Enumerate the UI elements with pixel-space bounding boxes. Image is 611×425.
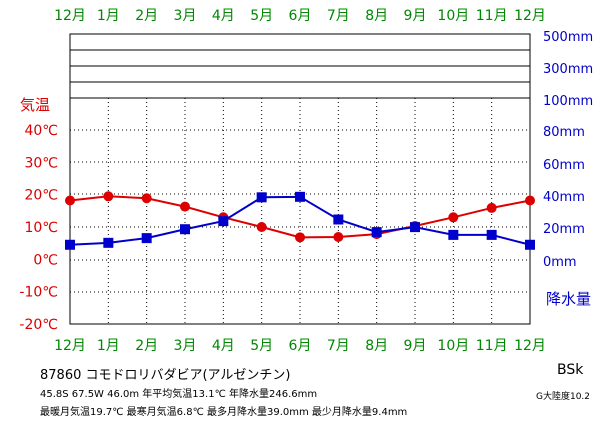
climate-summary-line-1: 45.8S 67.5W 46.0m 年平均気温13.1℃ 年降水量246.6mm xyxy=(40,389,318,400)
month-label-bottom: 8月 xyxy=(365,338,388,354)
temperature-point xyxy=(486,202,497,213)
precipitation-point xyxy=(333,214,344,225)
month-label-bottom: 7月 xyxy=(327,338,350,354)
precipitation-point xyxy=(295,191,305,202)
month-label-bottom: 5月 xyxy=(250,338,273,354)
precipitation-tick-label: 300mm xyxy=(543,62,593,77)
precipitation-axis-ticks: 500mm 300mm 100mm 80mm 60mm 40mm 20mm 0mm xyxy=(543,30,593,270)
temperature-point xyxy=(141,193,152,204)
temperature-tick-label: 10℃ xyxy=(24,220,58,236)
temperature-tick-label: 30℃ xyxy=(24,155,58,171)
temperature-point xyxy=(448,212,459,223)
temperature-tick-label: -10℃ xyxy=(19,285,58,301)
temperature-point xyxy=(295,232,305,243)
month-label-bottom: 1月 xyxy=(97,338,120,354)
precipitation-point xyxy=(218,216,229,227)
precipitation-point xyxy=(180,224,190,235)
temperature-point xyxy=(65,195,75,206)
month-label-top: 8月 xyxy=(365,8,388,24)
temperature-point xyxy=(103,191,114,202)
precipitation-point xyxy=(448,229,459,240)
month-label-top: 6月 xyxy=(289,8,312,24)
temperature-point xyxy=(256,222,267,232)
precipitation-point xyxy=(65,239,75,250)
station-name: 87860 コモドロリバダビア(アルゼンチン) xyxy=(40,368,291,383)
month-label-top: 3月 xyxy=(174,8,197,24)
precipitation-tick-label: 0mm xyxy=(543,255,577,270)
month-label-bottom: 11月 xyxy=(476,338,508,354)
temperature-point xyxy=(180,201,190,212)
month-labels-bottom: 12月 1月 2月 3月 4月 5月 6月 7月 8月 9月 10月 11月 12月 xyxy=(54,338,546,354)
temperature-tick-label: 40℃ xyxy=(24,123,58,139)
precipitation-point xyxy=(371,227,382,238)
precipitation-tick-label: 20mm xyxy=(543,222,585,237)
precipitation-tick-label: 500mm xyxy=(543,30,593,45)
precipitation-point xyxy=(410,222,420,233)
month-label-top: 1月 xyxy=(97,8,120,24)
month-label-top: 4月 xyxy=(212,8,235,24)
month-label-top: 9月 xyxy=(404,8,427,24)
month-label-top: 7月 xyxy=(327,8,350,24)
temperature-tick-label: 0℃ xyxy=(33,252,58,268)
plot-border xyxy=(69,33,531,325)
month-label-bottom: 2月 xyxy=(135,338,158,354)
chart-grid xyxy=(69,33,531,325)
temperature-point xyxy=(525,195,535,206)
chart-series xyxy=(65,191,535,250)
month-label-bottom: 12月 xyxy=(54,338,86,354)
month-label-top: 11月 xyxy=(476,8,508,24)
month-labels-top: 12月 1月 2月 3月 4月 5月 6月 7月 8月 9月 10月 11月 12月 xyxy=(54,8,546,24)
climate-classification-code: BSk xyxy=(557,362,584,378)
temperature-axis-ticks: 40℃ 30℃ 20℃ 10℃ 0℃ -10℃ -20℃ xyxy=(19,123,58,333)
precipitation-point xyxy=(525,239,535,250)
month-label-top: 5月 xyxy=(250,8,273,24)
month-label-top: 2月 xyxy=(135,8,158,24)
precipitation-tick-label: 40mm xyxy=(543,190,585,205)
month-label-bottom: 9月 xyxy=(404,338,427,354)
precipitation-point xyxy=(256,192,267,203)
month-label-top: 12月 xyxy=(514,8,546,24)
month-label-bottom: 4月 xyxy=(212,338,235,354)
temperature-tick-label: 20℃ xyxy=(24,188,58,204)
temperature-point xyxy=(333,232,344,243)
month-label-bottom: 3月 xyxy=(174,338,197,354)
precipitation-tick-label: 100mm xyxy=(543,94,593,109)
temperature-tick-label: -20℃ xyxy=(19,317,58,333)
temperature-axis-title: 気温 xyxy=(20,96,50,114)
month-label-bottom: 6月 xyxy=(289,338,312,354)
precipitation-point xyxy=(141,233,152,244)
month-label-top: 12月 xyxy=(54,8,86,24)
month-label-bottom: 12月 xyxy=(514,338,546,354)
month-label-top: 10月 xyxy=(437,8,469,24)
continentality-index: G大陸度10.2 xyxy=(536,392,591,402)
precipitation-point xyxy=(486,229,497,240)
climate-summary-line-2: 最暖月気温19.7℃ 最寒月気温6.8℃ 最多月降水量39.0mm 最少月降水量… xyxy=(40,407,408,418)
precipitation-tick-label: 80mm xyxy=(543,125,585,140)
precipitation-axis-title: 降水量 xyxy=(546,290,591,308)
precipitation-point xyxy=(103,237,114,248)
month-label-bottom: 10月 xyxy=(437,338,469,354)
precipitation-tick-label: 60mm xyxy=(543,158,585,173)
